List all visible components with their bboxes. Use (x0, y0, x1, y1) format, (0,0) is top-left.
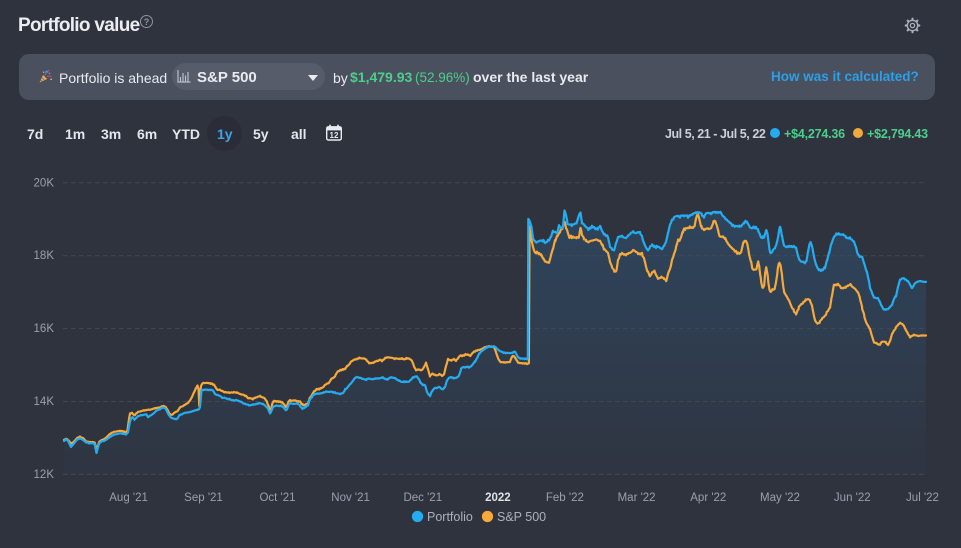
svg-text:Feb '22: Feb '22 (546, 492, 584, 504)
svg-text:14K: 14K (34, 396, 55, 408)
svg-text:Dec '21: Dec '21 (403, 492, 442, 504)
svg-text:12: 12 (330, 131, 339, 140)
svg-text:Oct '21: Oct '21 (259, 492, 295, 504)
svg-text:Jul '22: Jul '22 (906, 492, 939, 504)
svg-text:18K: 18K (34, 250, 55, 262)
svg-text:Portfolio: Portfolio (427, 510, 473, 524)
svg-text:Mar '22: Mar '22 (618, 492, 656, 504)
svg-text:Nov '21: Nov '21 (331, 492, 370, 504)
svg-text:Aug '21: Aug '21 (109, 492, 148, 504)
svg-text:20K: 20K (34, 177, 55, 189)
svg-text:S&P 500: S&P 500 (497, 510, 546, 524)
svg-text:Jun '22: Jun '22 (834, 492, 871, 504)
svg-text:Apr '22: Apr '22 (690, 492, 726, 504)
svg-text:12K: 12K (34, 469, 55, 481)
svg-text:2022: 2022 (485, 492, 511, 504)
svg-text:Sep '21: Sep '21 (184, 492, 223, 504)
svg-text:May '22: May '22 (760, 492, 800, 504)
svg-text:16K: 16K (34, 323, 55, 335)
